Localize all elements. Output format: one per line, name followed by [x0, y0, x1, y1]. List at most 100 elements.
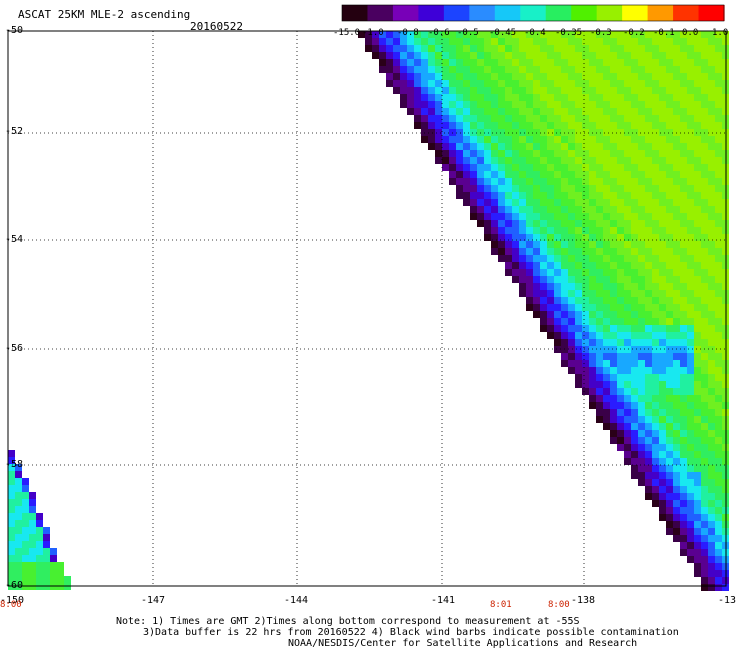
swath-cell — [715, 234, 722, 241]
swath-cell — [652, 199, 659, 206]
swath-cell — [540, 304, 547, 311]
swath-cell — [624, 178, 631, 185]
swath-cell — [379, 31, 386, 38]
swath-cell — [449, 73, 456, 80]
swath-cell — [708, 248, 715, 255]
swath-cell — [680, 353, 687, 360]
swath-cell — [666, 87, 673, 94]
swath-cell — [715, 185, 722, 192]
swath-cell — [582, 192, 589, 199]
swath-cell — [680, 430, 687, 437]
colorbar-swatch — [622, 5, 649, 21]
swath-cell — [708, 171, 715, 178]
swath-cell — [617, 73, 624, 80]
swath-cell — [463, 157, 470, 164]
swath-cell — [687, 276, 694, 283]
swath-cell — [477, 171, 484, 178]
swath-cell — [582, 367, 589, 374]
swath-cell — [715, 101, 722, 108]
swath-cell — [645, 367, 652, 374]
swath-cell — [673, 514, 680, 521]
swath-cell — [631, 304, 638, 311]
swath-cell — [708, 213, 715, 220]
swath-cell — [715, 157, 722, 164]
swath-cell — [694, 472, 701, 479]
swath-cell — [694, 535, 701, 542]
swath-cell — [582, 346, 589, 353]
swath-cell — [701, 297, 708, 304]
swath-cell — [694, 220, 701, 227]
swath-cell — [652, 430, 659, 437]
swath-cell — [694, 59, 701, 66]
swath-cell — [715, 52, 722, 59]
swath-cell — [673, 521, 680, 528]
swath-cell — [652, 444, 659, 451]
swath-cell — [533, 108, 540, 115]
swath-cell — [449, 38, 456, 45]
swath-cell — [715, 437, 722, 444]
lat-tick-label: -50 — [5, 25, 24, 36]
swath-cell — [638, 150, 645, 157]
swath-cell — [470, 150, 477, 157]
lon-tick-label: -138 — [571, 595, 596, 606]
swath-cell — [680, 206, 687, 213]
swath-cell — [393, 73, 400, 80]
swath-cell — [568, 304, 575, 311]
swath-cell — [568, 206, 575, 213]
swath-cell — [603, 59, 610, 66]
swath-cell — [533, 157, 540, 164]
swath-cell — [631, 290, 638, 297]
swath-cell — [610, 318, 617, 325]
swath-cell — [435, 157, 442, 164]
swath-cell — [701, 388, 708, 395]
swath-cell — [617, 136, 624, 143]
swath-cell — [652, 416, 659, 423]
swath-cell — [512, 38, 519, 45]
swath-cell — [631, 122, 638, 129]
swath-cell — [582, 45, 589, 52]
swath-cell — [470, 87, 477, 94]
swath-cell — [603, 269, 610, 276]
swath-cell — [596, 297, 603, 304]
swath-cell — [673, 465, 680, 472]
swath-cell — [659, 115, 666, 122]
swath-cell — [393, 31, 400, 38]
swath-cell — [631, 388, 638, 395]
swath-cell — [540, 143, 547, 150]
swath-cell — [8, 569, 15, 576]
swath-cell — [589, 108, 596, 115]
swath-cell — [694, 199, 701, 206]
swath-cell — [8, 527, 15, 534]
swath-cell — [386, 52, 393, 59]
swath-cell — [43, 555, 50, 562]
swath-cell — [680, 136, 687, 143]
swath-cell — [687, 108, 694, 115]
swath-cell — [680, 276, 687, 283]
swath-cell — [617, 388, 624, 395]
swath-cell — [673, 108, 680, 115]
swath-cell — [715, 248, 722, 255]
swath-cell — [561, 31, 568, 38]
swath-cell — [554, 269, 561, 276]
swath-cell — [477, 143, 484, 150]
swath-cell — [526, 94, 533, 101]
swath-cell — [568, 276, 575, 283]
colorbar-swatch — [367, 5, 394, 21]
swath-cell — [715, 353, 722, 360]
swath-cell — [498, 143, 505, 150]
swath-cell — [526, 234, 533, 241]
swath-cell — [708, 276, 715, 283]
swath-cell — [575, 234, 582, 241]
swath-cell — [596, 94, 603, 101]
swath-cell — [610, 339, 617, 346]
swath-cell — [8, 499, 15, 506]
swath-cell — [659, 318, 666, 325]
swath-cell — [505, 213, 512, 220]
swath-cell — [393, 87, 400, 94]
swath-cell — [379, 66, 386, 73]
swath-cell — [694, 486, 701, 493]
swath-cell — [715, 451, 722, 458]
swath-cell — [414, 122, 421, 129]
swath-cell — [442, 129, 449, 136]
swath-cell — [442, 143, 449, 150]
